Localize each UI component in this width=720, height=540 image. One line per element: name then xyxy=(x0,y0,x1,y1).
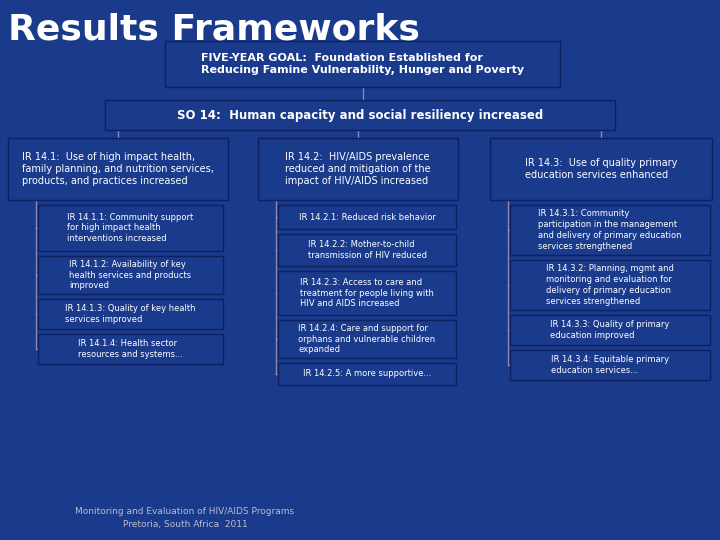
FancyBboxPatch shape xyxy=(490,138,712,200)
FancyBboxPatch shape xyxy=(510,350,710,380)
Text: IR 14.2.5: A more supportive...: IR 14.2.5: A more supportive... xyxy=(303,369,431,379)
Text: Monitoring and Evaluation of HIV/AIDS Programs
Pretoria, South Africa  2011: Monitoring and Evaluation of HIV/AIDS Pr… xyxy=(76,507,294,529)
FancyBboxPatch shape xyxy=(8,138,228,200)
FancyBboxPatch shape xyxy=(38,299,223,329)
Text: IR 14.2.4: Care and support for
orphans and vulnerable children
expanded: IR 14.2.4: Care and support for orphans … xyxy=(298,324,436,354)
FancyBboxPatch shape xyxy=(278,205,456,229)
FancyBboxPatch shape xyxy=(38,205,223,251)
Text: IR 14.1.4: Health sector
resources and systems...: IR 14.1.4: Health sector resources and s… xyxy=(78,339,183,359)
FancyBboxPatch shape xyxy=(278,320,456,358)
Text: IR 14.1.3: Quality of key health
services improved: IR 14.1.3: Quality of key health service… xyxy=(66,304,196,324)
Text: IR 14.2.1: Reduced risk behavior: IR 14.2.1: Reduced risk behavior xyxy=(299,213,436,221)
Text: SO 14:  Human capacity and social resiliency increased: SO 14: Human capacity and social resilie… xyxy=(177,109,543,122)
Text: Results Frameworks: Results Frameworks xyxy=(8,13,420,47)
Text: IR 14.2.2: Mother-to-child
transmission of HIV reduced: IR 14.2.2: Mother-to-child transmission … xyxy=(307,240,426,260)
FancyBboxPatch shape xyxy=(278,363,456,385)
FancyBboxPatch shape xyxy=(278,271,456,315)
FancyBboxPatch shape xyxy=(38,256,223,294)
Text: IR 14.1.1: Community support
for high impact health
interventions increased: IR 14.1.1: Community support for high im… xyxy=(68,213,194,243)
Text: IR 14.3.2: Planning, mgmt and
monitoring and evaluation for
delivery of primary : IR 14.3.2: Planning, mgmt and monitoring… xyxy=(546,265,674,306)
FancyBboxPatch shape xyxy=(510,205,710,255)
Text: IR 14.3.1: Community
participation in the management
and delivery of primary edu: IR 14.3.1: Community participation in th… xyxy=(539,210,682,251)
FancyBboxPatch shape xyxy=(510,260,710,310)
FancyBboxPatch shape xyxy=(105,100,615,130)
FancyBboxPatch shape xyxy=(38,334,223,364)
Text: IR 14.1:  Use of high impact health,
family planning, and nutrition services,
pr: IR 14.1: Use of high impact health, fami… xyxy=(22,152,214,186)
Text: FIVE-YEAR GOAL:  Foundation Established for
Reducing Famine Vulnerability, Hunge: FIVE-YEAR GOAL: Foundation Established f… xyxy=(201,53,524,75)
Text: IR 14.1.2: Availability of key
health services and products
improved: IR 14.1.2: Availability of key health se… xyxy=(69,260,192,291)
FancyBboxPatch shape xyxy=(258,138,458,200)
Text: IR 14.2.3: Access to care and
treatment for people living with
HIV and AIDS incr: IR 14.2.3: Access to care and treatment … xyxy=(300,278,434,308)
Text: IR 14.3.3: Quality of primary
education improved: IR 14.3.3: Quality of primary education … xyxy=(550,320,670,340)
Text: IR 14.2:  HIV/AIDS prevalence
reduced and mitigation of the
impact of HIV/AIDS i: IR 14.2: HIV/AIDS prevalence reduced and… xyxy=(285,152,431,186)
Text: IR 14.3.4: Equitable primary
education services...: IR 14.3.4: Equitable primary education s… xyxy=(551,355,669,375)
Text: IR 14.3:  Use of quality primary
education services enhanced: IR 14.3: Use of quality primary educatio… xyxy=(525,158,678,180)
FancyBboxPatch shape xyxy=(165,41,560,87)
FancyBboxPatch shape xyxy=(278,234,456,266)
FancyBboxPatch shape xyxy=(510,315,710,345)
